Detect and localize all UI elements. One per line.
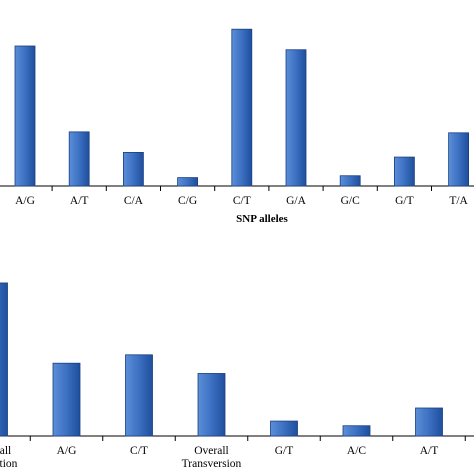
bar-overall-transversion [197, 373, 226, 437]
snp-alleles-chart: A/G A/T C/A C/G C/T G/A G/C G/T T/A SNP alleles [0, 28, 474, 225]
tick-label: Overall Transversion [182, 445, 242, 470]
tick-label: A/C [347, 445, 367, 457]
bar-t-a [448, 132, 470, 187]
tick-label: G/T [395, 195, 414, 207]
bar-g-t [393, 156, 415, 187]
bar-g-c [339, 175, 361, 187]
tick-label: C/G [178, 195, 197, 207]
tick-label: A/T [70, 195, 89, 207]
bar-g-t [270, 420, 298, 437]
tick-label: C/T [130, 445, 148, 457]
tick-label: A/G [57, 445, 77, 457]
tick-label: G/A [286, 195, 307, 207]
bar-c-t [125, 354, 153, 437]
bar-c-t [231, 28, 253, 187]
bar-g-a [285, 49, 307, 187]
tick-label: OverallTransition [0, 445, 18, 470]
bar-a-g [52, 362, 81, 437]
x-axis-title: SNP alleles [236, 213, 288, 225]
tick-label: A/T [420, 445, 439, 457]
bar-a-t [68, 131, 90, 187]
bar-c-g [177, 177, 199, 187]
bar-a-t [415, 407, 443, 437]
transition-transversion-chart: OverallTransition A/G C/T OverallTransversi… [0, 282, 474, 470]
tick-label: G/C [341, 195, 361, 207]
tick-label: T/A [449, 195, 468, 207]
tick-label: C/A [124, 195, 144, 207]
bar-overall-transition [0, 282, 8, 437]
bar-a-g [14, 45, 36, 187]
bar-c-a [123, 151, 144, 187]
tick-label: A/G [15, 195, 35, 207]
bar-a-c [342, 425, 371, 437]
tick-label: G/T [275, 445, 294, 457]
tick-label: C/T [233, 195, 251, 207]
